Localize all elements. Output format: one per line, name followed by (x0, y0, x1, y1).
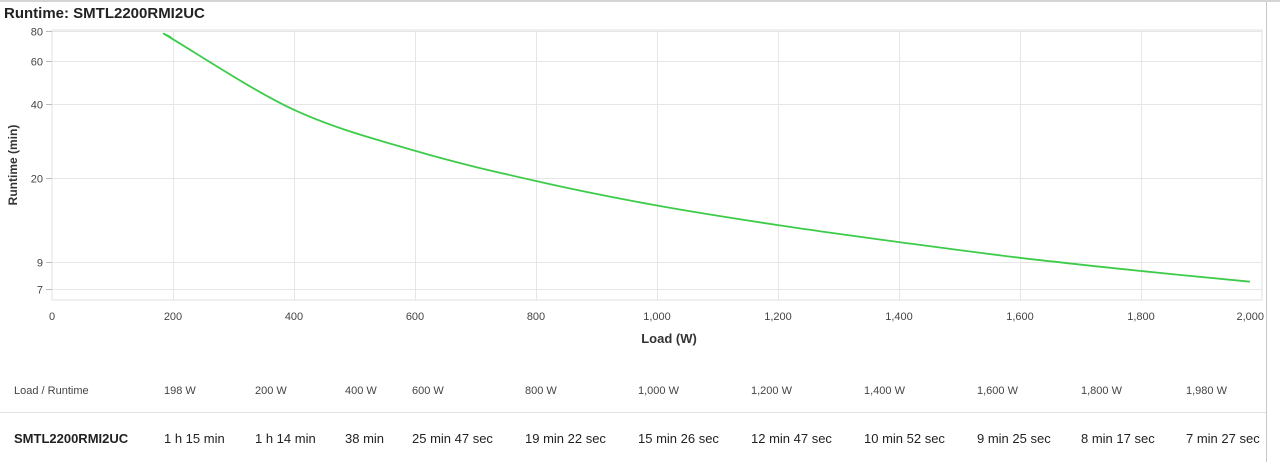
runtime-cell: 1 h 14 min (255, 431, 316, 446)
data-point (1140, 270, 1142, 272)
x-tick-label: 800 (527, 311, 545, 323)
x-tick-label: 1,000 (643, 311, 671, 323)
runtime-cell: 38 min (345, 431, 385, 446)
load-cell: 1,200 W (751, 385, 792, 397)
runtime-series-line (162, 32, 1250, 283)
x-tick-label: 1,600 (1006, 311, 1034, 323)
runtime-cell: 10 min 52 sec (864, 431, 945, 446)
load-cell: 198 W (164, 385, 196, 397)
data-point (1019, 257, 1021, 259)
x-tick-label: 400 (285, 311, 303, 323)
frame-right-border (1266, 2, 1267, 462)
data-point (898, 241, 900, 243)
load-cell: 1,980 W (1186, 385, 1227, 397)
frame-top-border (0, 0, 1280, 2)
runtime-cell: 1 h 15 min (164, 431, 225, 446)
data-point (777, 224, 779, 226)
runtime-table: Load / Runtime 198 W 200 W 400 W 600 W 8… (0, 370, 1266, 462)
data-point (172, 38, 174, 40)
table-divider (0, 412, 1266, 413)
y-tick-label: 9 (37, 258, 43, 270)
load-cell: 400 W (345, 385, 377, 397)
table-row-loads: Load / Runtime 198 W 200 W 400 W 600 W 8… (0, 370, 1266, 412)
load-cell: 1,800 W (1081, 385, 1122, 397)
load-cell: 600 W (412, 385, 444, 397)
load-cell: 1,600 W (977, 385, 1018, 397)
chart-title: Runtime: SMTL2200RMI2UC (4, 5, 205, 22)
y-tick-label: 20 (31, 174, 43, 186)
y-tick-label: 80 (31, 27, 43, 39)
load-cell: 800 W (525, 385, 557, 397)
y-tick-label: 7 (37, 285, 43, 297)
table-header-label: Load / Runtime (14, 385, 89, 397)
data-point (414, 150, 416, 152)
runtime-chart: 0 200 400 600 800 1,000 1,200 1,400 1,600 1,800 2,… (6, 27, 1264, 347)
runtime-cell: 7 min 27 sec (1186, 431, 1260, 446)
x-tick-label: 2,000 (1236, 311, 1264, 323)
x-tick-label: 1,400 (885, 311, 913, 323)
x-tick-label: 0 (49, 311, 55, 323)
data-point (1249, 281, 1251, 283)
table-row-runtimes: SMTL2200RMI2UC 1 h 15 min 1 h 14 min 38 … (0, 413, 1266, 462)
runtime-cell: 19 min 22 sec (525, 431, 606, 446)
load-cell: 1,400 W (864, 385, 905, 397)
runtime-cell: 12 min 47 sec (751, 431, 832, 446)
load-cell: 1,000 W (638, 385, 679, 397)
load-cell: 200 W (255, 385, 287, 397)
data-point (535, 180, 537, 182)
x-tick-label: 600 (406, 311, 424, 323)
x-axis-title: Load (W) (641, 331, 697, 346)
data-point (656, 204, 658, 206)
runtime-cell: 15 min 26 sec (638, 431, 719, 446)
y-tick-label: 60 (31, 57, 43, 69)
y-axis-title: Runtime (min) (6, 125, 20, 206)
x-tick-label: 1,200 (764, 311, 792, 323)
runtime-cell: 9 min 25 sec (977, 431, 1051, 446)
data-point (293, 109, 295, 111)
x-tick-label: 200 (164, 311, 182, 323)
runtime-cell: 25 min 47 sec (412, 431, 493, 446)
y-tick-label: 40 (31, 100, 43, 112)
model-name: SMTL2200RMI2UC (14, 431, 129, 446)
x-tick-label: 1,800 (1127, 311, 1155, 323)
runtime-cell: 8 min 17 sec (1081, 431, 1155, 446)
